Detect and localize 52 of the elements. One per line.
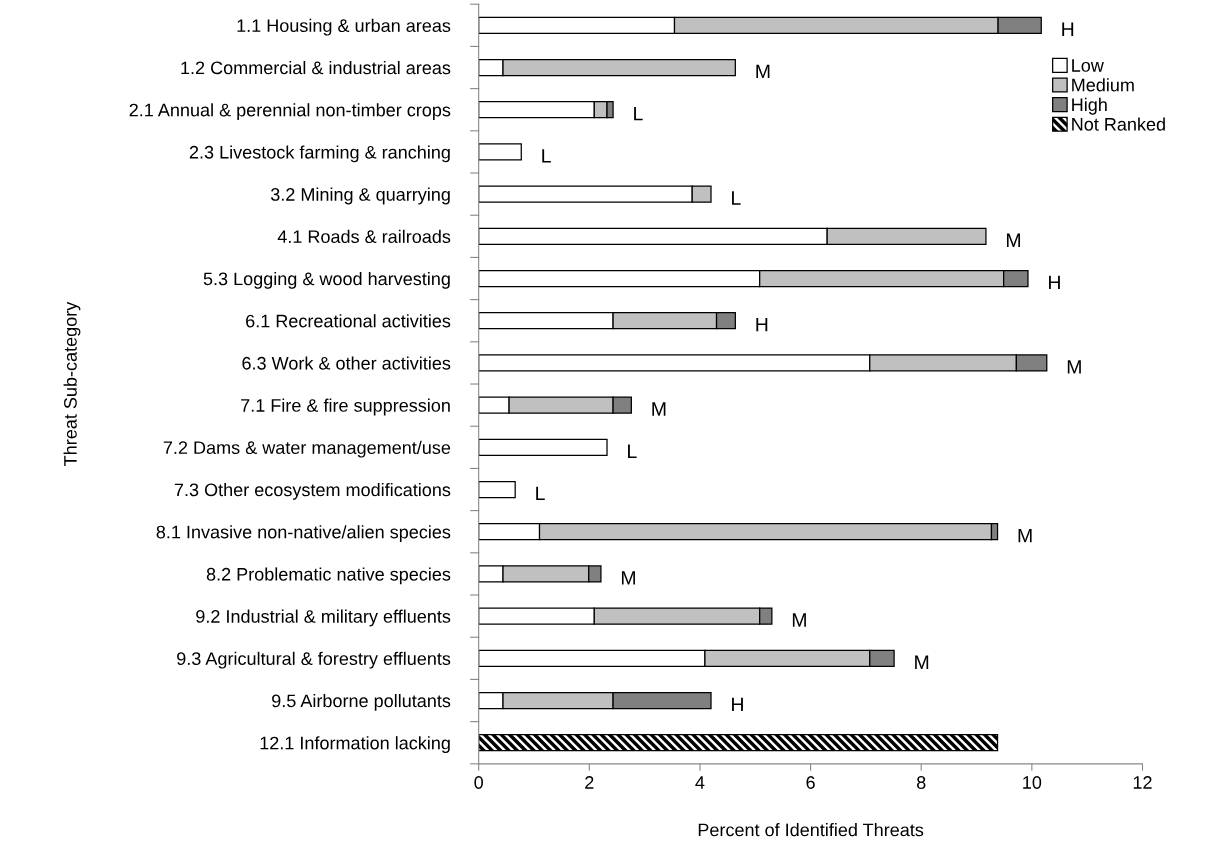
y-tick-label: 1.2 Commercial & industrial areas — [181, 60, 451, 75]
y-axis-title: Threat Sub-category — [63, 301, 81, 466]
bar — [478, 438, 608, 456]
annotation: L — [732, 191, 741, 205]
y-tick-label: 8.2 Problematic native species — [206, 567, 451, 585]
y-tick-label: 7.3 Other ecosystem modifications — [174, 482, 451, 500]
annotation: H — [1049, 275, 1060, 290]
y-tick-label: 6.1 Recreational activities — [246, 314, 451, 328]
annotation: H — [756, 317, 768, 332]
x-tick-label: 8 — [916, 776, 926, 789]
annotation: L — [628, 444, 637, 458]
y-tick-label: 3.2 Mining & quarrying — [270, 187, 450, 205]
annotation: M — [1067, 360, 1081, 374]
y-tick-label: 12.1 Information lacking — [260, 736, 450, 754]
y-tick-label: 9.2 Industrial & military effluents — [196, 609, 451, 627]
annotation: M — [756, 64, 770, 79]
y-tick-label: 9.3 Agricultural & forestry effluents — [177, 651, 451, 669]
y-tick-label: 9.5 Airborne pollutants — [272, 693, 451, 711]
annotation: H — [732, 697, 743, 712]
y-tick-label: 4.1 Roads & railroads — [277, 229, 451, 244]
annotation: M — [621, 571, 635, 585]
x-tick-label: 6 — [806, 776, 815, 789]
y-tick-label: 7.1 Fire & fire suppression — [241, 398, 450, 416]
annotation: L — [536, 486, 545, 501]
y-tick-label: 2.1 Annual & perennial non-timber crops — [129, 103, 451, 121]
annotation: L — [542, 149, 551, 163]
annotation: M — [1006, 233, 1020, 247]
annotation: M — [792, 613, 806, 627]
y-tick-label: 7.2 Dams & water management/use — [163, 440, 451, 458]
y-tick-label: 8.1 Invasive non-native/alien species — [156, 525, 451, 543]
bar — [478, 734, 999, 752]
x-tick-label: 10 — [1023, 776, 1042, 789]
y-tick-label: 6.3 Work & other activities — [242, 356, 451, 370]
x-tick-label: 4 — [695, 776, 705, 789]
x-tick-label: 2 — [585, 776, 594, 789]
annotation: M — [652, 402, 666, 416]
x-tick-label: 12 — [1133, 776, 1152, 789]
y-tick-label: 5.3 Logging & wood harvesting — [203, 271, 450, 289]
legend-label: Low — [1072, 59, 1104, 72]
y-tick-label: 2.3 Livestock farming & ranching — [189, 145, 450, 163]
annotation: H — [1062, 22, 1074, 36]
annotation: M — [915, 655, 929, 669]
annotation: L — [634, 106, 643, 121]
bar — [478, 143, 522, 161]
legend-label: Not Ranked — [1072, 117, 1165, 131]
legend-label: Medium — [1072, 78, 1134, 92]
y-tick-label: 1.1 Housing & urban areas — [237, 18, 451, 36]
bar — [478, 480, 516, 499]
annotation: M — [1018, 528, 1032, 543]
x-axis-title: Percent of Identified Threats — [698, 823, 924, 837]
legend-label: High — [1072, 97, 1107, 115]
x-tick-label: 0 — [474, 776, 483, 789]
